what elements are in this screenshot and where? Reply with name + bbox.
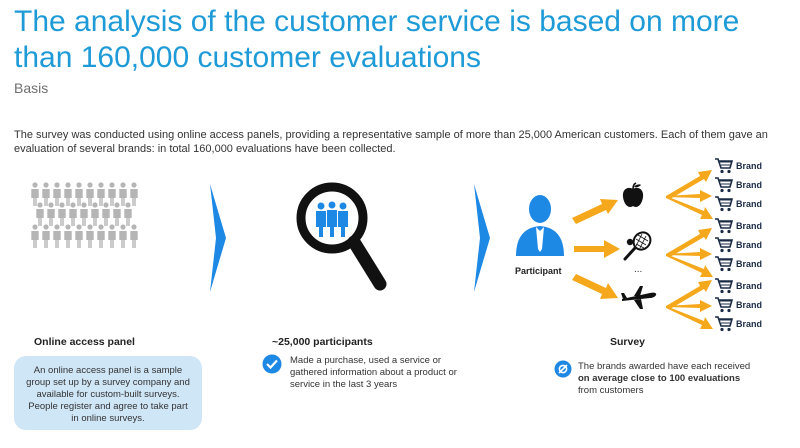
brand-item: Brand [714,196,762,212]
tennis-racket-icon [623,231,652,261]
brand-label: Brand [736,259,763,269]
shopping-cart-icon [715,278,734,294]
brand-label: Brand [736,281,763,291]
brand-label: Brand [736,180,763,190]
shopping-cart-icon [715,237,734,253]
check-circle-icon [262,354,282,374]
brand-label: Brand [736,300,763,310]
brand-label: Brand [736,240,763,250]
apple-icon [622,182,644,207]
chevron-right-icon [210,184,226,292]
step-label-online-access-panel: Online access panel [34,336,135,348]
page-subtitle: Basis [14,80,49,96]
shopping-cart-icon [715,196,734,212]
brand-label: Brand [736,319,763,329]
survey-note-post: from customers [578,385,644,396]
participant-arrows [572,199,620,299]
brand-item: Brand [714,256,762,272]
brand-item: Brand [714,297,762,313]
participants-note: Made a purchase, used a service or gathe… [290,355,457,390]
participant-icon [516,195,564,256]
brand-item: Brand [714,158,762,174]
chevron-right-icon [474,184,490,292]
step-label-survey: Survey [610,336,646,348]
shopping-cart-icon [715,158,734,174]
survey-note-bold: on average close to 100 evaluations [578,373,741,384]
brand-arrows [666,170,713,329]
crowd-icon [31,182,138,248]
magnifier-people-icon [296,182,387,291]
page-title: The analysis of the customer service is … [14,5,740,74]
step-label-participants: ~25,000 participants [272,336,373,348]
panel-description-box: An online access panel is a sample group… [14,356,202,430]
shopping-cart-icon [715,218,734,234]
brand-item: Brand [714,316,762,332]
survey-note: The brands awarded have each received on… [578,361,758,397]
brand-label: Brand [736,199,763,209]
shopping-cart-icon [715,177,734,193]
shopping-cart-icon [715,316,734,332]
participant-label: Participant [515,266,562,276]
brand-item: Brand [714,278,762,294]
brand-label: Brand [736,161,763,171]
airplane-icon [621,286,657,309]
intro-text: The survey was conducted using online ac… [14,129,768,155]
shopping-cart-icon [715,256,734,272]
brand-item: Brand [714,218,762,234]
brand-label: Brand [736,221,763,231]
brand-item: Brand [714,237,762,253]
shopping-cart-icon [715,297,734,313]
survey-note-pre: The brands awarded have each received [578,361,751,372]
ellipsis: ... [634,264,643,275]
brand-item: Brand [714,177,762,193]
average-icon [554,360,572,378]
